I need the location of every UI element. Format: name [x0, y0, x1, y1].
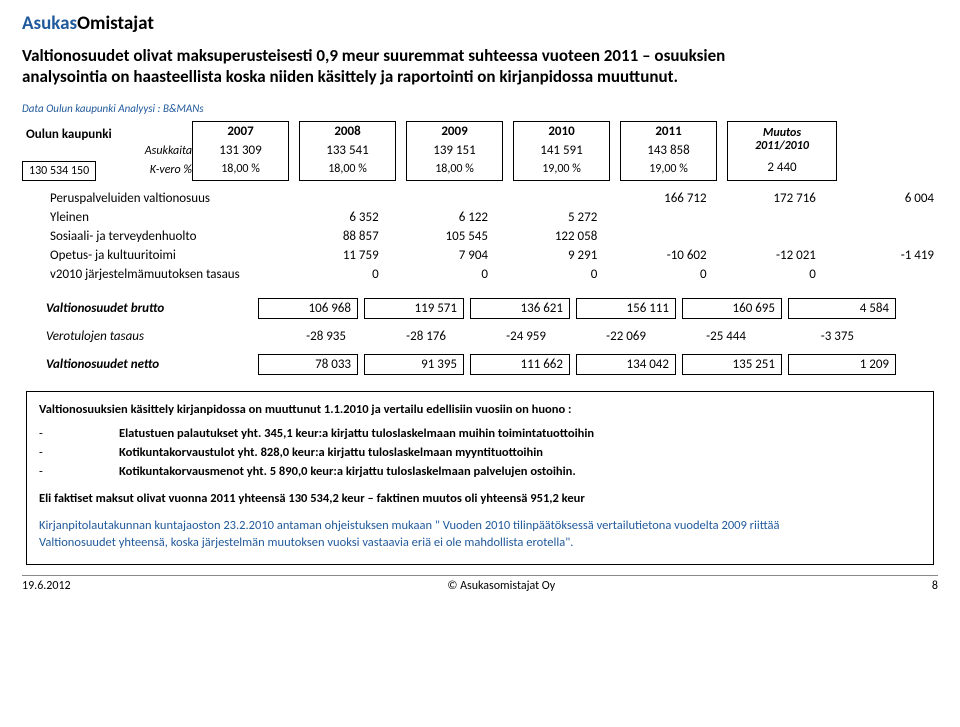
row-value: -10 602: [601, 246, 710, 265]
row-value: 166 712: [601, 189, 710, 208]
sum-verot: Verotulojen tasaus -28 935 -28 176 -24 9…: [46, 327, 938, 346]
sum-netto: Valtionosuudet netto 78 033 91 395 111 6…: [46, 354, 938, 375]
row-value: [820, 227, 938, 246]
year-blocks: 2007 131 309 18,00 % 2008 133 541 18,00 …: [192, 121, 837, 181]
row-value: 6 352: [273, 208, 382, 227]
row-value: 0: [711, 265, 820, 284]
footer: 19.6.2012 © Asukasomistajat Oy 8: [22, 575, 938, 593]
row-value: 9 291: [492, 246, 601, 265]
table-row: Opetus- ja kultuuritoimi11 7597 9049 291…: [22, 246, 938, 265]
notes-bullet: -Kotikuntakorvausmenot yht. 5 890,0 keur…: [39, 464, 921, 481]
notes-box: Valtionosuuksien käsittely kirjanpidossa…: [26, 391, 934, 565]
row-value: -12 021: [711, 246, 820, 265]
change-block: Muutos2011/2010 2 440: [727, 121, 837, 181]
row-value: 172 716: [711, 189, 820, 208]
brand-logo: AsukasOmistajat: [22, 12, 938, 35]
row-value: 88 857: [273, 227, 382, 246]
table-row: Yleinen6 3526 1225 272: [22, 208, 938, 227]
table-row: v2010 järjestelmämuutoksen tasaus00000: [22, 265, 938, 284]
row-value: 5 272: [492, 208, 601, 227]
year-block: 2010 141 591 19,00 %: [513, 121, 610, 181]
intro-text: Valtionosuudet olivat maksuperusteisesti…: [22, 45, 938, 88]
notes-bullet: -Kotikuntakorvaustulot yht. 828,0 keur:a…: [39, 445, 921, 462]
row-label: v2010 järjestelmämuutoksen tasaus: [22, 265, 273, 284]
year-block: 2007 131 309 18,00 %: [192, 121, 289, 181]
row-value: [711, 227, 820, 246]
row-value: [601, 208, 710, 227]
notes-heading: Valtionosuuksien käsittely kirjanpidossa…: [39, 402, 921, 419]
row-value: 7 904: [383, 246, 492, 265]
brand-part-a: Asukas: [22, 12, 77, 35]
row-value: 0: [492, 265, 601, 284]
row-value: 0: [383, 265, 492, 284]
year-block: 2011 143 858 19,00 %: [620, 121, 717, 181]
year-block: 2009 139 151 18,00 %: [406, 121, 503, 181]
row-value: [820, 208, 938, 227]
row-value: 6 122: [383, 208, 492, 227]
notes-mid: Eli faktiset maksut olivat vuonna 2011 y…: [39, 491, 921, 508]
row-value: [273, 189, 382, 208]
data-source-line: Data Oulun kaupunki Analyysi : B&MANs: [22, 102, 938, 115]
sum-brutto: Valtionosuudet brutto 106 968 119 571 13…: [46, 298, 938, 319]
row-label: Peruspalveluiden valtionosuus: [22, 189, 273, 208]
summary-block: Valtionosuudet brutto 106 968 119 571 13…: [22, 298, 938, 375]
pop-label: Asukkaita: [102, 144, 192, 158]
row-label: Opetus- ja kultuuritoimi: [22, 246, 273, 265]
row-value: -1 419: [820, 246, 938, 265]
notes-blue: Kirjanpitolautakunnan kuntajaoston 23.2.…: [39, 518, 921, 552]
row-value: [383, 189, 492, 208]
data-table: Peruspalveluiden valtionosuus 166 712172 …: [22, 189, 938, 284]
city-label: Oulun kaupunki: [26, 127, 192, 142]
row-value: 105 545: [383, 227, 492, 246]
table-row: Sosiaali- ja terveydenhuolto88 857105 54…: [22, 227, 938, 246]
row-label: Yleinen: [22, 208, 273, 227]
row-value: 6 004: [820, 189, 938, 208]
row-value: [601, 227, 710, 246]
row-value: [820, 265, 938, 284]
row-value: [711, 208, 820, 227]
row-value: 0: [601, 265, 710, 284]
footer-date: 19.6.2012: [22, 579, 71, 593]
brand-part-b: Omistajat: [77, 12, 154, 35]
table-row: Peruspalveluiden valtionosuus 166 712172 …: [22, 189, 938, 208]
year-block: 2008 133 541 18,00 %: [299, 121, 396, 181]
row-label: Sosiaali- ja terveydenhuolto: [22, 227, 273, 246]
row-value: 11 759: [273, 246, 382, 265]
kvero-label: K-vero %: [102, 163, 192, 177]
footer-copyright: © Asukasomistajat Oy: [71, 579, 932, 593]
footer-page: 8: [932, 579, 938, 593]
notes-bullet: -Elatustuen palautukset yht. 345,1 keur:…: [39, 426, 921, 443]
row-value: [492, 189, 601, 208]
header-left: Oulun kaupunki Asukkaita 130 534 150 K-v…: [22, 121, 192, 180]
row-value: 0: [273, 265, 382, 284]
boxed-total: 130 534 150: [22, 161, 96, 181]
row-value: 122 058: [492, 227, 601, 246]
header-row: Oulun kaupunki Asukkaita 130 534 150 K-v…: [22, 121, 938, 181]
